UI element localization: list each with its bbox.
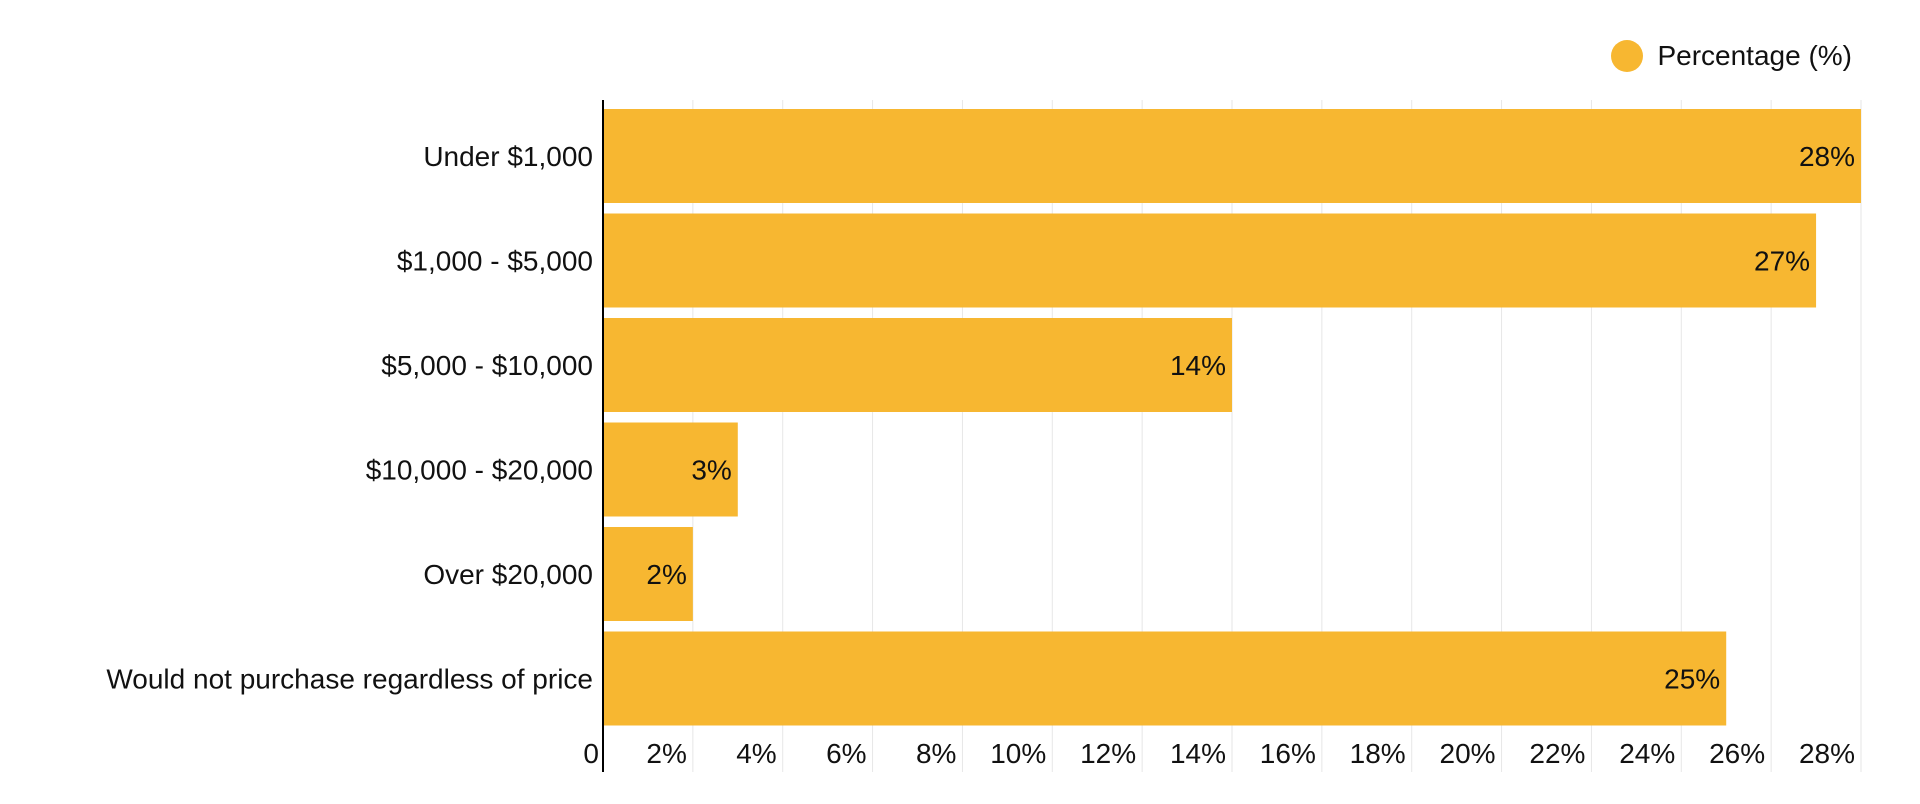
category-label: $10,000 - $20,000 xyxy=(366,455,593,486)
data-label: 14% xyxy=(1170,350,1226,381)
data-label: 2% xyxy=(646,559,686,590)
bar xyxy=(603,318,1232,412)
category-label: Over $20,000 xyxy=(423,559,593,590)
legend: Percentage (%) xyxy=(1611,40,1852,72)
bar xyxy=(603,109,1861,203)
category-label: Under $1,000 xyxy=(423,141,593,172)
x-tick-label: 14% xyxy=(1170,738,1226,769)
bar xyxy=(603,631,1727,726)
x-tick-label: 10% xyxy=(990,738,1046,769)
x-tick-label: 18% xyxy=(1350,738,1406,769)
category-label: Would not purchase regardless of price xyxy=(106,664,593,695)
bar xyxy=(603,422,738,517)
x-tick-label: 12% xyxy=(1080,738,1136,769)
data-label: 27% xyxy=(1754,246,1810,277)
x-tick-label: 26% xyxy=(1709,738,1765,769)
x-tick-label: 4% xyxy=(736,738,776,769)
x-tick-label: 6% xyxy=(826,738,866,769)
x-tick-label: 16% xyxy=(1260,738,1316,769)
x-tick-label: 22% xyxy=(1529,738,1585,769)
x-tick-label: 20% xyxy=(1440,738,1496,769)
legend-label: Percentage (%) xyxy=(1657,40,1852,71)
data-label: 3% xyxy=(691,455,731,486)
bar xyxy=(603,213,1817,308)
x-tick-label: 2% xyxy=(646,738,686,769)
bar xyxy=(603,527,693,621)
legend-swatch xyxy=(1611,40,1644,72)
data-label: 25% xyxy=(1664,664,1720,695)
x-tick-label: 0 xyxy=(583,738,599,769)
category-label: $1,000 - $5,000 xyxy=(397,246,593,277)
x-tick-label: 24% xyxy=(1619,738,1675,769)
data-label: 28% xyxy=(1799,141,1855,172)
x-tick-label: 8% xyxy=(916,738,956,769)
x-tick-label: 28% xyxy=(1799,738,1855,769)
category-label: $5,000 - $10,000 xyxy=(381,350,593,381)
